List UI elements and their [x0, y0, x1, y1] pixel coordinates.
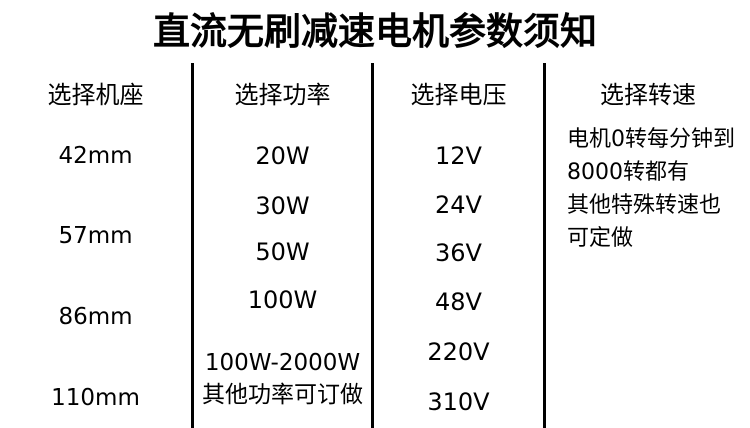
- column-speed: 选择转速 电机0转每分钟到 8000转都有 其他特殊转速也 可定做: [546, 0, 750, 428]
- cell-speed-3: 可定做: [567, 226, 634, 251]
- cell-voltage-2: 36V: [435, 239, 482, 267]
- cell-voltage-5: 310V: [427, 388, 490, 416]
- cell-voltage-1: 24V: [435, 191, 482, 219]
- column-voltage: 选择电压 12V 24V 36V 48V 220V 310V: [374, 0, 543, 428]
- cell-voltage-3: 48V: [435, 288, 482, 316]
- cell-speed-2: 其他特殊转速也: [567, 193, 722, 218]
- column-frame-size: 选择机座 42mm 57mm 86mm 110mm: [0, 0, 191, 428]
- cell-frame-size-2: 86mm: [58, 304, 133, 330]
- column-divider-1: [191, 63, 194, 428]
- cell-speed-1: 8000转都有: [567, 160, 689, 185]
- cell-frame-size-0: 42mm: [58, 143, 133, 169]
- cell-power-3: 100W: [247, 286, 318, 314]
- cell-voltage-0: 12V: [435, 142, 482, 170]
- cell-power-1: 30W: [255, 192, 310, 220]
- column-header-speed: 选择转速: [600, 81, 696, 109]
- page-title: 直流无刷减速电机参数须知: [153, 10, 597, 53]
- column-divider-2: [371, 63, 374, 428]
- cell-speed-0: 电机0转每分钟到: [567, 127, 735, 152]
- column-header-frame-size: 选择机座: [47, 81, 144, 109]
- column-divider-3: [543, 63, 546, 428]
- column-power: 选择功率 20W 30W 50W 100W 100W-2000W 其他功率可订做: [194, 0, 371, 428]
- cell-power-5: 其他功率可订做: [202, 382, 363, 408]
- cell-voltage-4: 220V: [427, 338, 490, 366]
- cell-frame-size-1: 57mm: [58, 223, 133, 249]
- column-header-voltage: 选择电压: [410, 81, 507, 109]
- cell-power-4: 100W-2000W: [204, 350, 361, 376]
- cell-power-0: 20W: [255, 142, 310, 170]
- cell-frame-size-3: 110mm: [51, 385, 140, 411]
- column-header-power: 选择功率: [234, 81, 331, 109]
- cell-power-2: 50W: [255, 238, 310, 266]
